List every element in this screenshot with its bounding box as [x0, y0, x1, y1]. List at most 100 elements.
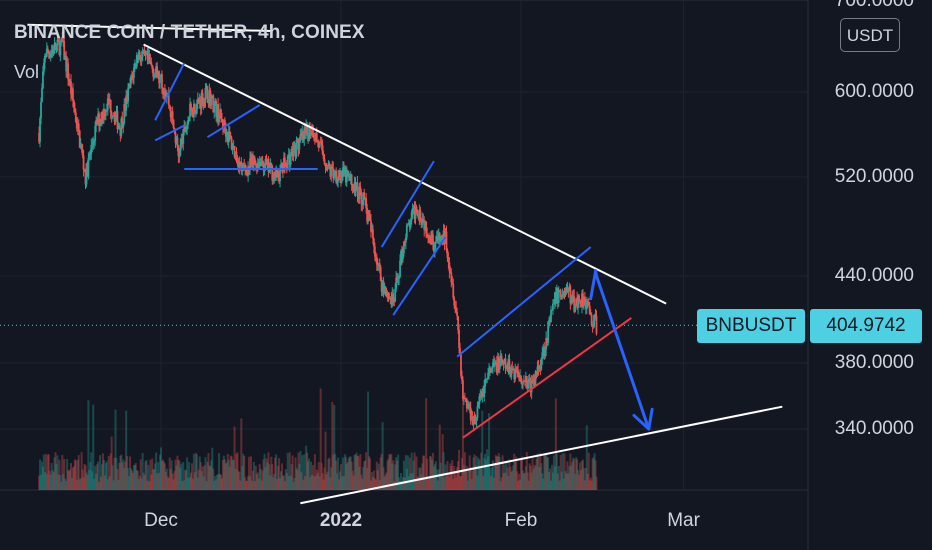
volume-bar — [91, 471, 94, 490]
candle-body — [565, 287, 568, 293]
volume-bar — [321, 473, 324, 490]
candle-body — [375, 256, 378, 265]
volume-bar — [65, 480, 68, 490]
candle-body — [162, 87, 164, 95]
volume-bar — [417, 477, 420, 490]
candle-body — [556, 287, 559, 303]
volume-bar — [329, 477, 332, 490]
candle-body — [586, 301, 589, 303]
volume-bar — [383, 476, 386, 490]
volume-bar — [100, 476, 102, 490]
volume-bar — [497, 453, 500, 490]
candle-body — [424, 221, 427, 230]
volume-bar — [518, 473, 521, 490]
candle-body — [509, 372, 512, 377]
volume-bar — [183, 480, 186, 490]
volume-bar — [101, 453, 104, 490]
candle-body — [253, 158, 255, 165]
volume-bar — [384, 474, 387, 490]
candle-body — [381, 281, 384, 292]
drawings[interactable] — [27, 23, 783, 505]
candle-body — [207, 99, 210, 103]
volume-bar — [151, 458, 154, 490]
candle-body — [431, 234, 433, 244]
candle-body — [151, 64, 154, 69]
candle-body — [109, 100, 112, 113]
candle-body — [446, 250, 449, 258]
candle-body — [41, 88, 43, 103]
candle-body — [283, 157, 286, 168]
volume-bar — [515, 456, 518, 490]
candle-body — [193, 104, 195, 118]
volume-bar — [440, 475, 443, 490]
candle-body — [38, 132, 40, 142]
candle-body — [243, 164, 246, 166]
candle-body — [285, 162, 288, 171]
time-tick-label: Mar — [667, 510, 700, 531]
volume-bar — [246, 480, 249, 490]
volume-bar — [136, 470, 139, 490]
candle-body — [79, 144, 82, 148]
volume-bar — [83, 463, 86, 490]
volume-bar — [58, 459, 61, 490]
volume-bar — [428, 478, 431, 490]
candle-body — [400, 251, 402, 261]
candle-body — [49, 53, 52, 58]
volume-bar — [290, 464, 293, 490]
volume-bar — [307, 461, 310, 490]
candle-body — [364, 198, 367, 200]
candle-body — [445, 231, 448, 251]
volume-bar — [481, 410, 484, 490]
volume-bar — [235, 453, 238, 490]
candle-body — [384, 288, 387, 293]
volume-bar — [579, 462, 582, 490]
candle-body — [493, 362, 496, 367]
candle-body — [297, 140, 300, 150]
volume-bar — [469, 466, 472, 490]
candle-body — [249, 158, 251, 169]
volume-bar — [508, 459, 511, 490]
candle-body — [397, 278, 399, 280]
volume-bar — [202, 476, 205, 490]
candle-body — [487, 372, 489, 379]
candle-body — [474, 418, 477, 421]
candle-body — [395, 277, 398, 289]
volume-bar — [352, 475, 355, 490]
volume-bar — [86, 474, 89, 490]
volume-bar — [297, 452, 300, 490]
volume-bar — [493, 463, 496, 490]
volume-bar — [105, 461, 108, 490]
currency-button[interactable]: USDT — [840, 18, 900, 52]
candle-body — [284, 162, 287, 168]
candle-body — [433, 243, 436, 252]
volume-label: Vol — [14, 62, 40, 82]
volume-bar — [191, 478, 194, 490]
candle-body — [368, 210, 370, 217]
candle-body — [422, 219, 425, 221]
volume-bar — [132, 464, 135, 490]
candle-body — [354, 182, 357, 191]
time-tick-label: Feb — [504, 510, 538, 531]
candle-body — [231, 149, 234, 151]
candle-body — [553, 292, 556, 304]
volume-bar — [78, 479, 81, 490]
candle-body — [92, 142, 95, 145]
candle-body — [188, 117, 190, 120]
volume-bar — [127, 467, 130, 490]
candle-body — [177, 147, 180, 157]
candle-body — [512, 368, 515, 370]
candle-body — [330, 166, 333, 177]
candle-body — [63, 41, 66, 60]
volume-bar — [47, 454, 50, 490]
candle-body — [478, 396, 481, 405]
volume-bar — [334, 453, 337, 490]
candle-body — [383, 288, 386, 295]
volume-bar — [592, 457, 595, 490]
candle-body — [302, 131, 305, 140]
candle-body — [98, 113, 100, 126]
volume-bar — [511, 470, 514, 490]
volume-bar — [185, 470, 188, 490]
candle-body — [149, 60, 152, 62]
